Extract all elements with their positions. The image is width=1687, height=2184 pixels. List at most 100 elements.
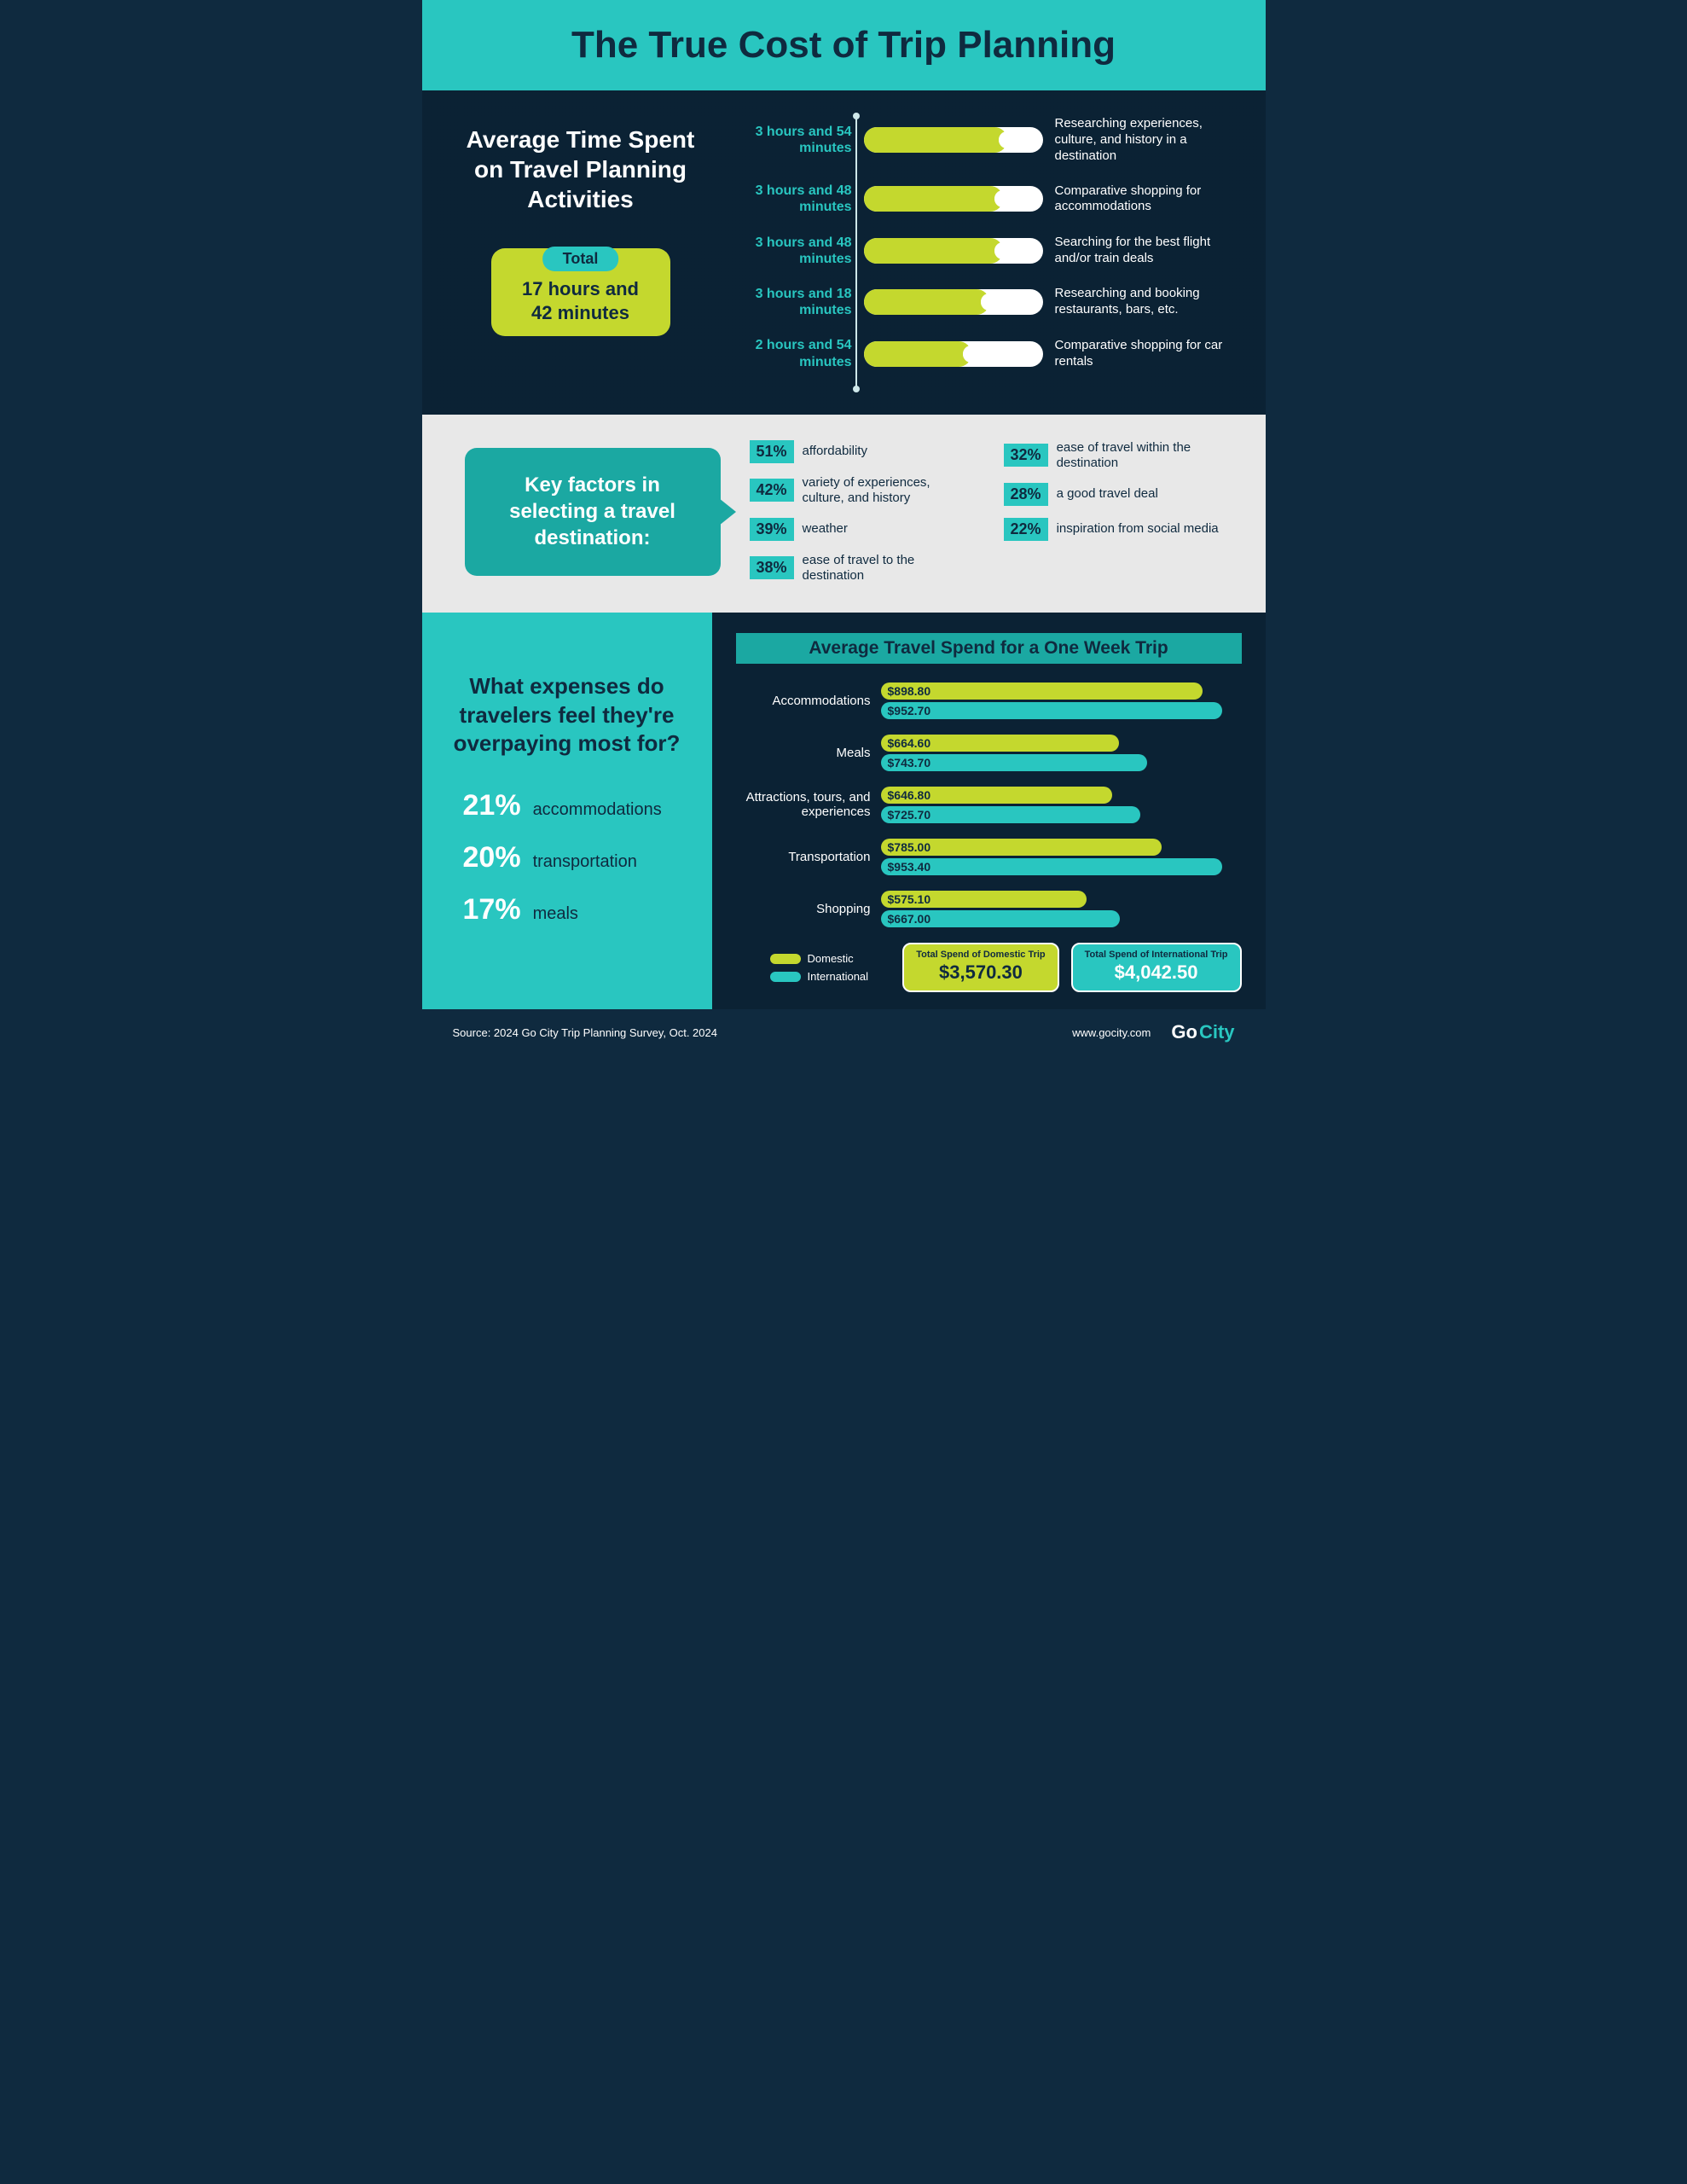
spend-row: Meals $664.60 $743.70	[736, 735, 1242, 771]
total-time-label: Total	[542, 247, 619, 271]
time-row: 3 hours and 48 minutesSearching for the …	[734, 235, 1235, 267]
total-card-international: Total Spend of International Trip $4,042…	[1071, 943, 1242, 993]
spend-category-label: Accommodations	[736, 694, 871, 708]
footer-logo-go: Go	[1171, 1021, 1197, 1043]
factor-pct: 32%	[1004, 444, 1048, 467]
spend-bar-international-amount: $743.70	[888, 756, 931, 770]
spend-bar-international: $743.70	[881, 754, 1147, 771]
time-bar-track	[864, 238, 1043, 264]
spend-bar-domestic: $575.10	[881, 891, 1087, 908]
time-bar-knob	[994, 242, 1012, 259]
factor-pct: 42%	[750, 479, 794, 502]
spend-bar-domestic-wrap: $646.80	[881, 787, 1242, 804]
spend-bar-international: $725.70	[881, 806, 1141, 823]
spend-bar-domestic-amount: $664.60	[888, 736, 931, 750]
time-row-desc: Researching and booking restaurants, bar…	[1055, 286, 1235, 318]
spend-bar-domestic: $646.80	[881, 787, 1113, 804]
spend-bars: $785.00 $953.40	[881, 839, 1242, 875]
time-bar-knob	[963, 346, 980, 363]
time-row-time: 3 hours and 48 minutes	[734, 235, 852, 267]
key-factors-col-2: 32%ease of travel within the destination…	[1004, 440, 1227, 584]
spend-bar-international-amount: $953.40	[888, 860, 931, 874]
factor-label: a good travel deal	[1057, 486, 1158, 502]
footer-url: www.gocity.com	[1072, 1026, 1151, 1039]
spend-bar-domestic: $898.80	[881, 682, 1203, 700]
time-row: 3 hours and 48 minutes Comparative shoppi…	[734, 183, 1235, 215]
overpay-label: accommodations	[533, 800, 662, 820]
key-factors-col-1: 51%affordability42%variety of experience…	[750, 440, 973, 584]
legend-international: International	[770, 970, 869, 983]
spend-row: Shopping$575.10$667.00	[736, 891, 1242, 927]
overpay-pct: 17%	[463, 893, 521, 926]
time-bar-knob	[981, 293, 998, 311]
factor-item: 22%inspiration from social media	[1004, 518, 1227, 541]
time-row: 3 hours and 18 minutesResearching and bo…	[734, 286, 1235, 318]
legend-domestic: Domestic	[770, 952, 869, 965]
spend-bar-domestic-amount: $646.80	[888, 788, 931, 802]
factor-item: 38%ease of travel to the destination	[750, 553, 973, 584]
spend-bar-domestic-wrap: $898.80	[881, 682, 1242, 700]
legend-swatch-international	[770, 972, 801, 982]
time-row-time: 3 hours and 48 minutes	[734, 183, 852, 215]
spend-bar-international: $952.70	[881, 702, 1222, 719]
time-bar-fill	[864, 341, 971, 367]
overpay-item: 20%transportation	[448, 841, 687, 874]
time-bar-fill	[864, 238, 1004, 264]
time-axis-line	[855, 116, 857, 389]
spend-bar-domestic-amount: $575.10	[888, 892, 931, 906]
spend-bar-international-wrap: $952.70	[881, 702, 1242, 719]
time-bar-track	[864, 341, 1043, 367]
legend-domestic-label: Domestic	[808, 952, 854, 965]
time-spent-left: Average Time Spent on Travel Planning Ac…	[453, 116, 709, 389]
total-card-domestic-amount: $3,570.30	[916, 961, 1045, 984]
spend-category-label: Attractions, tours, and experiences	[736, 790, 871, 820]
spend-bars: $664.60 $743.70	[881, 735, 1242, 771]
spend-legend-row: Domestic International Total Spend of Do…	[736, 943, 1242, 993]
total-card-international-amount: $4,042.50	[1085, 961, 1228, 984]
factor-pct: 51%	[750, 440, 794, 463]
overpay-item: 21% accommodations	[448, 789, 687, 822]
spend-category-label: Meals	[736, 746, 871, 760]
time-row: 2 hours and 54 minutes Comparative shoppi…	[734, 337, 1235, 369]
factor-label: ease of travel to the destination	[803, 553, 973, 584]
spend-bar-international: $953.40	[881, 858, 1222, 875]
overpay-item: 17% meals	[448, 893, 687, 926]
overpay-pct: 20%	[463, 841, 521, 874]
footer-source: Source: 2024 Go City Trip Planning Surve…	[453, 1026, 717, 1039]
overpay-label: meals	[533, 904, 578, 924]
spend-bar-international-wrap: $667.00	[881, 910, 1242, 927]
factor-pct: 39%	[750, 518, 794, 541]
spend-bar-international-wrap: $743.70	[881, 754, 1242, 771]
footer: Source: 2024 Go City Trip Planning Surve…	[422, 1009, 1266, 1060]
overpay-pct: 21%	[463, 789, 521, 822]
total-card-domestic-title: Total Spend of Domestic Trip	[916, 950, 1045, 961]
time-bar-knob	[994, 190, 1012, 207]
time-bar-track	[864, 186, 1043, 212]
spend-bar-domestic-wrap: $575.10	[881, 891, 1242, 908]
spend-bar-domestic-wrap: $785.00	[881, 839, 1242, 856]
spend-bar-domestic: $785.00	[881, 839, 1162, 856]
spend-bar-international-amount: $725.70	[888, 808, 931, 822]
total-card-domestic: Total Spend of Domestic Trip $3,570.30	[902, 943, 1058, 993]
spend-total-cards: Total Spend of Domestic Trip $3,570.30 T…	[902, 943, 1241, 993]
spend-bar-domestic-amount: $785.00	[888, 840, 931, 854]
factor-item: 28%a good travel deal	[1004, 483, 1227, 506]
time-row-desc: Comparative shopping for accommodations	[1055, 183, 1235, 216]
time-row-time: 3 hours and 54 minutes	[734, 124, 852, 156]
page-title: The True Cost of Trip Planning	[456, 24, 1232, 67]
spend-bar-international-amount: $667.00	[888, 912, 931, 926]
factor-label: weather	[803, 521, 848, 537]
spend-row: Transportation$785.00$953.40	[736, 839, 1242, 875]
spend-panel: Average Travel Spend for a One Week Trip…	[712, 613, 1266, 1010]
factor-item: 32%ease of travel within the destination	[1004, 440, 1227, 471]
time-spent-bars: 3 hours and 54 minutesResearching experi…	[726, 116, 1235, 389]
total-card-international-title: Total Spend of International Trip	[1085, 950, 1228, 961]
key-factors-heading: Key factors in selecting a travel destin…	[465, 448, 721, 576]
legend-swatch-domestic	[770, 954, 801, 964]
time-row-desc: Comparative shopping for car rentals	[1055, 338, 1235, 370]
section-key-factors: Key factors in selecting a travel destin…	[422, 415, 1266, 613]
infographic-root: The True Cost of Trip Planning Average T…	[422, 0, 1266, 1060]
factor-label: variety of experiences, culture, and his…	[803, 475, 973, 506]
factor-pct: 22%	[1004, 518, 1048, 541]
time-row-time: 2 hours and 54 minutes	[734, 337, 852, 369]
